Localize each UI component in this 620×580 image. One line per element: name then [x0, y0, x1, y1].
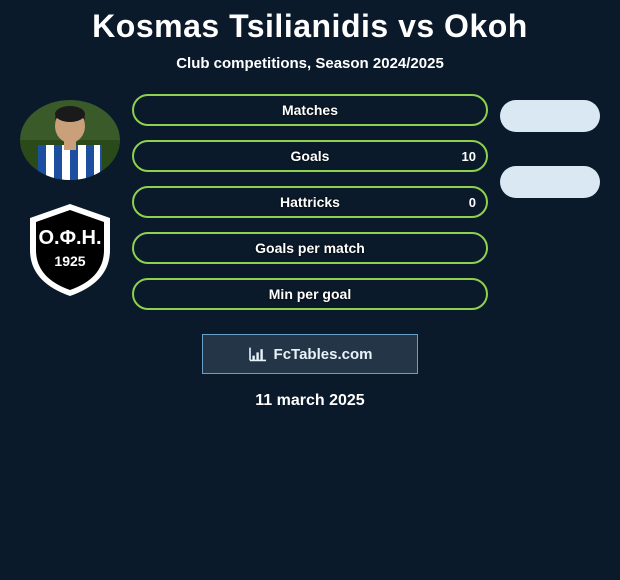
stat-row-hattricks: Hattricks 0: [132, 186, 488, 218]
page-title: Kosmas Tsilianidis vs Okoh: [0, 0, 620, 45]
player-avatar: [20, 100, 120, 180]
stat-label: Min per goal: [134, 280, 486, 308]
watermark-text: FcTables.com: [274, 346, 373, 363]
stat-row-goals: Goals 10: [132, 140, 488, 172]
stat-value: 0: [469, 188, 476, 216]
badge-year: 1925: [54, 253, 85, 269]
comparison-block: Ο.Φ.Η. 1925 Matches Goals 10 Hattricks 0…: [0, 94, 620, 310]
right-pill-matches: [500, 100, 600, 132]
club-badge: Ο.Φ.Η. 1925: [20, 200, 120, 300]
right-pill-goals: [500, 166, 600, 198]
date-text: 11 march 2025: [0, 392, 620, 410]
stat-label: Matches: [134, 96, 486, 124]
stat-value: 10: [462, 142, 476, 170]
subtitle: Club competitions, Season 2024/2025: [0, 55, 620, 72]
stat-label: Hattricks: [134, 188, 486, 216]
left-column: Ο.Φ.Η. 1925: [10, 94, 130, 310]
stat-bars: Matches Goals 10 Hattricks 0 Goals per m…: [130, 94, 490, 310]
right-column: [490, 94, 610, 310]
watermark: FcTables.com: [202, 334, 418, 374]
stat-label: Goals per match: [134, 234, 486, 262]
chart-icon: [248, 346, 268, 362]
stat-row-goals-per-match: Goals per match: [132, 232, 488, 264]
stat-row-matches: Matches: [132, 94, 488, 126]
stat-row-min-per-goal: Min per goal: [132, 278, 488, 310]
stat-label: Goals: [134, 142, 486, 170]
badge-text: Ο.Φ.Η.: [38, 227, 101, 249]
